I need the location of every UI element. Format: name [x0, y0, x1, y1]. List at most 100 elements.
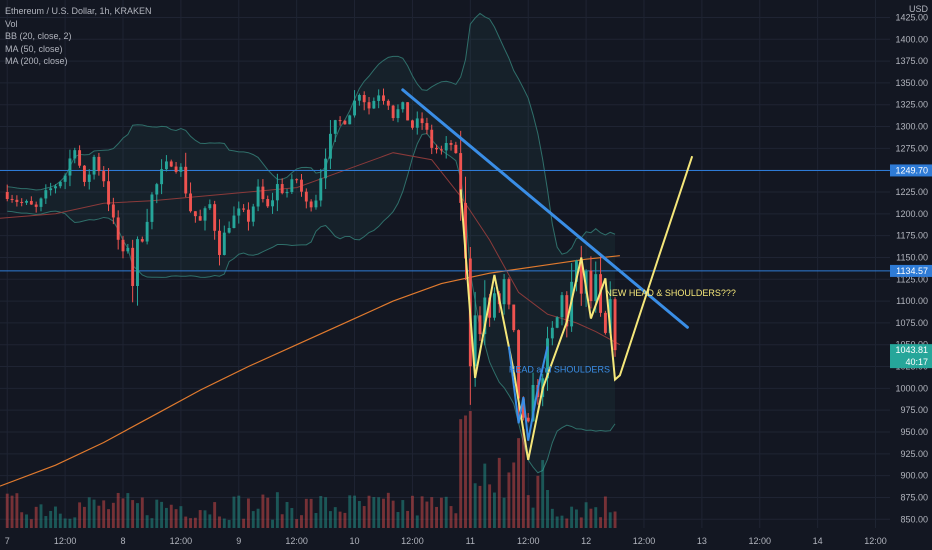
candle-body — [348, 115, 352, 125]
volume-bar — [439, 497, 443, 528]
legend-vol[interactable]: Vol — [5, 18, 18, 29]
volume-bar — [44, 516, 48, 528]
candle-body — [391, 105, 395, 119]
candle-body — [406, 102, 410, 121]
volume-bar — [550, 508, 554, 528]
candle-body — [401, 102, 405, 110]
candle-body — [357, 95, 361, 101]
candle-body — [372, 100, 376, 109]
volume-bar — [512, 462, 516, 528]
candle-body — [164, 161, 168, 170]
volume-bar — [367, 495, 371, 528]
price-tick-label: 1400.00 — [895, 34, 928, 44]
volume-bar — [242, 518, 246, 528]
candle-body — [555, 317, 559, 328]
volume-bar — [560, 515, 564, 528]
candle-body — [280, 184, 284, 194]
candle-body — [507, 279, 511, 305]
price-tick-label: 900.00 — [900, 471, 928, 481]
candle-body — [15, 199, 19, 202]
volume-bar — [20, 512, 24, 528]
volume-bar — [251, 511, 255, 528]
candle-body — [256, 186, 260, 207]
volume-bar — [237, 495, 241, 528]
volume-bar — [575, 509, 578, 528]
price-tick-label: 1000.00 — [895, 383, 928, 393]
volume-bar — [285, 502, 289, 528]
volume-bar — [570, 506, 574, 528]
bollinger-bands — [7, 12, 616, 474]
candle-body — [454, 144, 458, 154]
candle-body — [107, 181, 110, 205]
candle-body — [492, 293, 496, 318]
candle-body — [155, 184, 159, 195]
drawings[interactable]: NEW HEAD & SHOULDERS??? HEAD and SHOULDER… — [401, 88, 736, 461]
candle-body — [324, 158, 328, 179]
volume-bar — [444, 496, 448, 528]
price-tick-label: 975.00 — [900, 405, 928, 415]
volume-bar — [222, 518, 226, 528]
volume-bar — [386, 492, 390, 528]
volume-bar — [333, 507, 337, 528]
candle-body — [478, 315, 482, 335]
volume-bar — [406, 510, 410, 528]
volume-bar — [179, 506, 183, 528]
chart-grid — [0, 0, 890, 528]
candle-body — [169, 161, 173, 167]
candle-body — [444, 142, 448, 151]
volume-bar — [372, 497, 376, 528]
price-tick-label: 1275.00 — [895, 143, 928, 153]
time-axis[interactable]: 7 12:00 8 12:00 9 12:00 10 12:00 11 12:00 12 12:00 1… — [5, 536, 887, 546]
volume-bar — [169, 504, 173, 528]
volume-bar — [608, 512, 612, 528]
volume-bar — [290, 508, 294, 528]
volume-bar — [309, 498, 313, 528]
candle-body — [116, 217, 120, 240]
candle-body — [198, 216, 202, 221]
price-tick-label: 1200.00 — [895, 209, 928, 219]
volume-bar — [121, 498, 125, 528]
volume-bar — [415, 515, 419, 528]
candle-body — [589, 270, 593, 302]
horizontal-levels[interactable] — [0, 169, 890, 272]
volume-bar — [29, 519, 33, 528]
candle-body — [58, 181, 62, 187]
volume-bar — [227, 519, 231, 528]
trendline — [401, 88, 689, 329]
candle-body — [430, 129, 434, 148]
volume-bar — [189, 518, 192, 528]
volume-bar — [517, 438, 521, 528]
volume-bar — [208, 514, 212, 528]
candle-body — [39, 198, 43, 207]
candle-body — [488, 297, 492, 318]
volume-bar — [184, 516, 188, 528]
volume-bar — [73, 517, 77, 528]
volume-bar — [246, 498, 250, 528]
candle-body — [92, 156, 96, 175]
candle-body — [314, 200, 318, 208]
candle-body — [266, 199, 270, 207]
legend-ma200[interactable]: MA (200, close) — [5, 56, 68, 66]
candle-body — [160, 169, 164, 185]
candle-body — [237, 208, 241, 216]
candle-body — [271, 200, 274, 207]
pattern-drawing — [459, 155, 694, 461]
legend-bb[interactable]: BB (20, close, 2) — [5, 31, 72, 41]
volume-bar — [58, 513, 62, 528]
candle-body — [232, 215, 236, 228]
candle-body — [203, 208, 207, 221]
volume-bar — [213, 502, 217, 528]
candle-body — [449, 142, 453, 145]
candle-body — [208, 204, 212, 209]
legend-ma50[interactable]: MA (50, close) — [5, 43, 63, 54]
volume-bar — [54, 506, 57, 528]
price-axis[interactable]: 850.00 875.00 900.00 925.00 950.00 975.00 1000… — [890, 4, 932, 524]
last-price-label: 1043.81 — [895, 345, 928, 355]
candle-body — [97, 156, 101, 172]
volume-bar — [256, 508, 260, 528]
volume-bar — [155, 499, 159, 528]
legend-symbol[interactable]: Ethereum / U.S. Dollar, 1h, KRAKEN — [5, 6, 152, 16]
price-tick-label: 1425.00 — [895, 12, 928, 22]
candle-body — [439, 149, 443, 151]
